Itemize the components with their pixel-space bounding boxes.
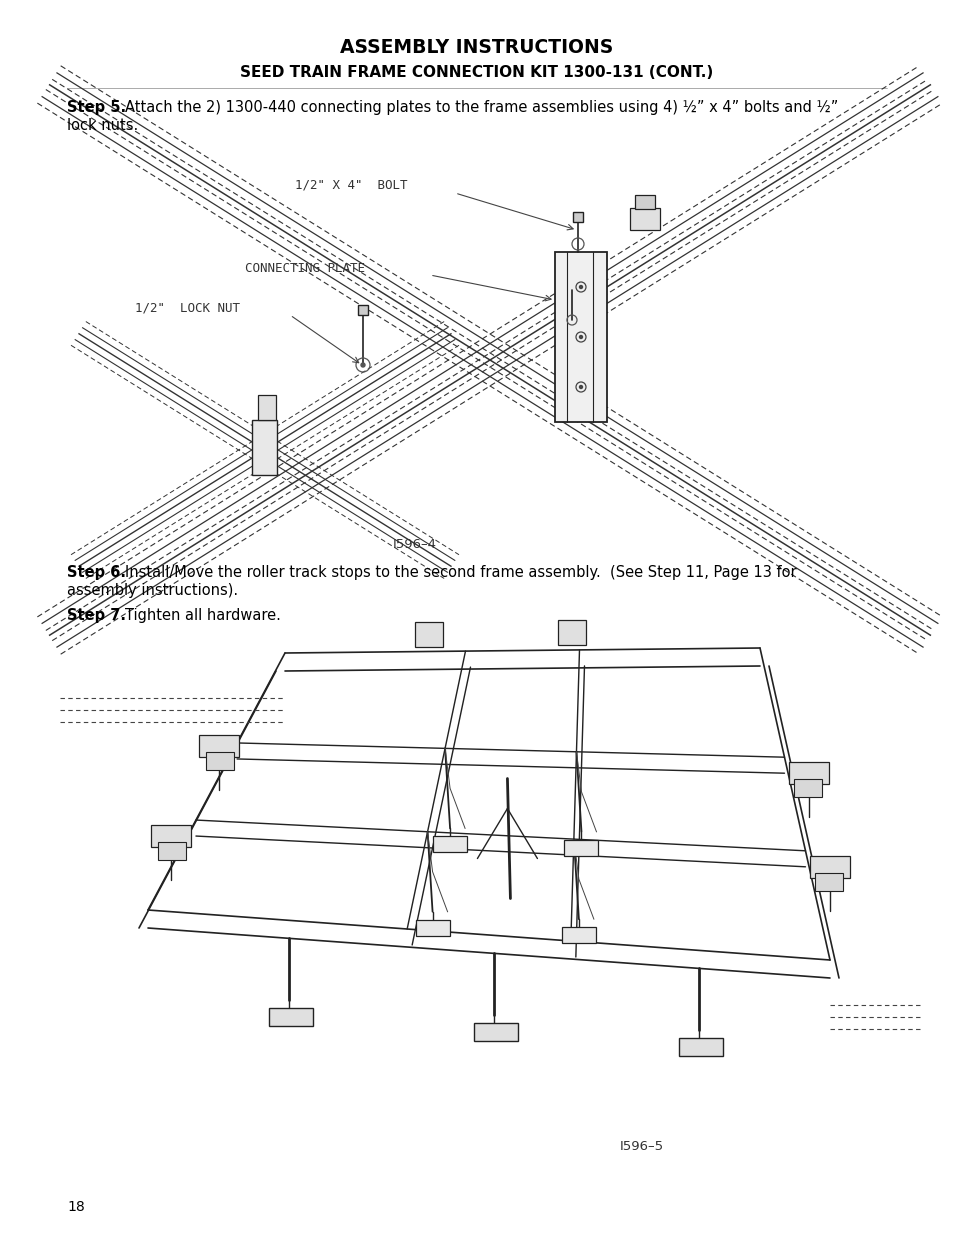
Bar bbox=[815, 873, 842, 890]
Circle shape bbox=[578, 385, 582, 389]
Bar bbox=[561, 927, 596, 944]
Bar bbox=[678, 1037, 721, 1056]
Circle shape bbox=[578, 285, 582, 289]
Bar bbox=[564, 840, 598, 856]
Bar bbox=[794, 779, 821, 798]
Bar bbox=[555, 252, 606, 422]
Bar bbox=[257, 395, 275, 420]
Text: lock nuts.: lock nuts. bbox=[67, 119, 138, 133]
Text: ASSEMBLY INSTRUCTIONS: ASSEMBLY INSTRUCTIONS bbox=[340, 38, 613, 57]
Text: CONNECTING PLATE: CONNECTING PLATE bbox=[245, 262, 365, 274]
Bar bbox=[269, 1008, 314, 1026]
Text: 1/2" X 4"  BOLT: 1/2" X 4" BOLT bbox=[294, 179, 407, 191]
Text: Step 6.: Step 6. bbox=[67, 564, 126, 580]
Circle shape bbox=[578, 336, 582, 338]
Text: Step 7.: Step 7. bbox=[67, 608, 126, 622]
Bar bbox=[789, 762, 828, 784]
Text: 1/2"  LOCK NUT: 1/2" LOCK NUT bbox=[135, 301, 240, 315]
Bar bbox=[158, 842, 186, 860]
Bar bbox=[198, 735, 238, 757]
Bar bbox=[635, 195, 655, 209]
Circle shape bbox=[360, 363, 365, 367]
Text: 18: 18 bbox=[67, 1200, 85, 1214]
Bar bbox=[252, 420, 276, 475]
Text: SEED TRAIN FRAME CONNECTION KIT 1300-131 (CONT.): SEED TRAIN FRAME CONNECTION KIT 1300-131… bbox=[240, 65, 713, 80]
Bar bbox=[416, 621, 443, 646]
Bar bbox=[810, 856, 850, 878]
Text: Tighten all hardware.: Tighten all hardware. bbox=[125, 608, 280, 622]
Bar bbox=[558, 620, 585, 645]
Text: I596–4: I596–4 bbox=[393, 538, 436, 551]
Bar bbox=[357, 305, 368, 315]
Bar bbox=[206, 752, 233, 771]
Text: Install/Move the roller track stops to the second frame assembly.  (See Step 11,: Install/Move the roller track stops to t… bbox=[125, 564, 796, 580]
Bar bbox=[629, 207, 659, 230]
Bar bbox=[573, 212, 582, 222]
Bar bbox=[474, 1023, 517, 1041]
Text: assembly instructions).: assembly instructions). bbox=[67, 583, 238, 598]
Text: Attach the 2) 1300-440 connecting plates to the frame assemblies using 4) ½” x 4: Attach the 2) 1300-440 connecting plates… bbox=[125, 100, 838, 115]
Bar bbox=[433, 836, 467, 852]
Text: Step 5.: Step 5. bbox=[67, 100, 126, 115]
Bar bbox=[151, 825, 191, 847]
Bar bbox=[416, 920, 449, 936]
Text: I596–5: I596–5 bbox=[619, 1140, 663, 1153]
